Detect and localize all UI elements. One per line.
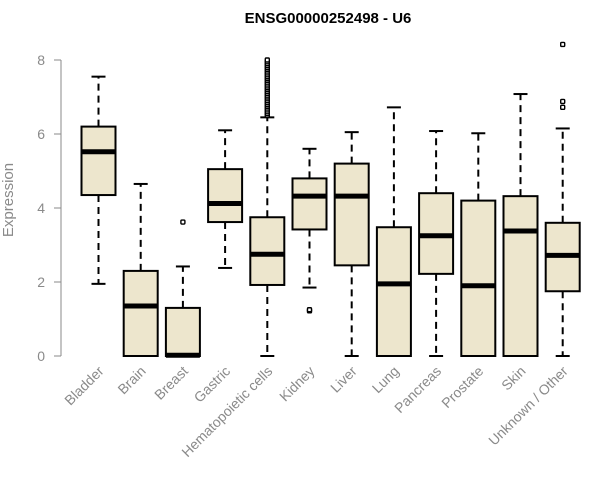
y-axis: 0 2 4 6 8 <box>37 52 62 364</box>
box-hematopoietic-cells <box>249 57 286 357</box>
y-tick-label: 6 <box>37 126 45 142</box>
outlier-point <box>560 41 566 48</box>
y-tick-label: 4 <box>37 200 45 216</box>
x-category-label: Unknown / Other <box>485 363 571 449</box>
x-category-label: Pancreas <box>391 363 444 416</box>
x-category-label: Brain <box>114 363 148 397</box>
outlier-point <box>180 219 186 225</box>
x-category-label: Skin <box>498 363 529 394</box>
x-category-label: Liver <box>327 363 360 396</box>
y-tick-label: 0 <box>37 348 45 364</box>
chart-title: ENSG00000252498 - U6 <box>245 10 412 27</box>
box-prostate <box>460 132 497 357</box>
outlier-point <box>560 98 566 105</box>
x-category-label: Kidney <box>276 363 318 405</box>
box <box>460 199 497 357</box>
y-axis-label: Expression <box>0 163 17 237</box>
box-liver <box>333 131 370 357</box>
box-bladder <box>80 75 117 285</box>
box <box>207 168 244 224</box>
box-unknown-other <box>544 41 581 357</box>
x-category-label: Prostate <box>438 363 486 411</box>
outlier-point <box>264 57 270 63</box>
box <box>80 125 117 197</box>
x-category-label: Bladder <box>61 363 107 409</box>
outlier-point <box>306 307 313 313</box>
box-brain <box>122 182 159 357</box>
box-breast <box>164 219 201 358</box>
box <box>249 216 286 286</box>
box-lung <box>375 106 412 357</box>
outlier-point <box>560 104 566 111</box>
box-skin <box>502 93 539 357</box>
y-tick-label: 8 <box>37 52 45 68</box>
x-category-label: Breast <box>151 363 191 403</box>
box-gastric <box>207 129 244 269</box>
box <box>291 177 328 231</box>
box <box>122 269 159 357</box>
box-kidney <box>291 147 328 314</box>
box <box>333 162 370 267</box>
y-tick-label: 2 <box>37 274 45 290</box>
box <box>375 226 412 357</box>
boxes <box>80 41 581 358</box>
box-pancreas <box>418 130 455 357</box>
x-category-label: Lung <box>369 363 402 396</box>
box <box>164 306 201 357</box>
box <box>502 195 539 357</box>
